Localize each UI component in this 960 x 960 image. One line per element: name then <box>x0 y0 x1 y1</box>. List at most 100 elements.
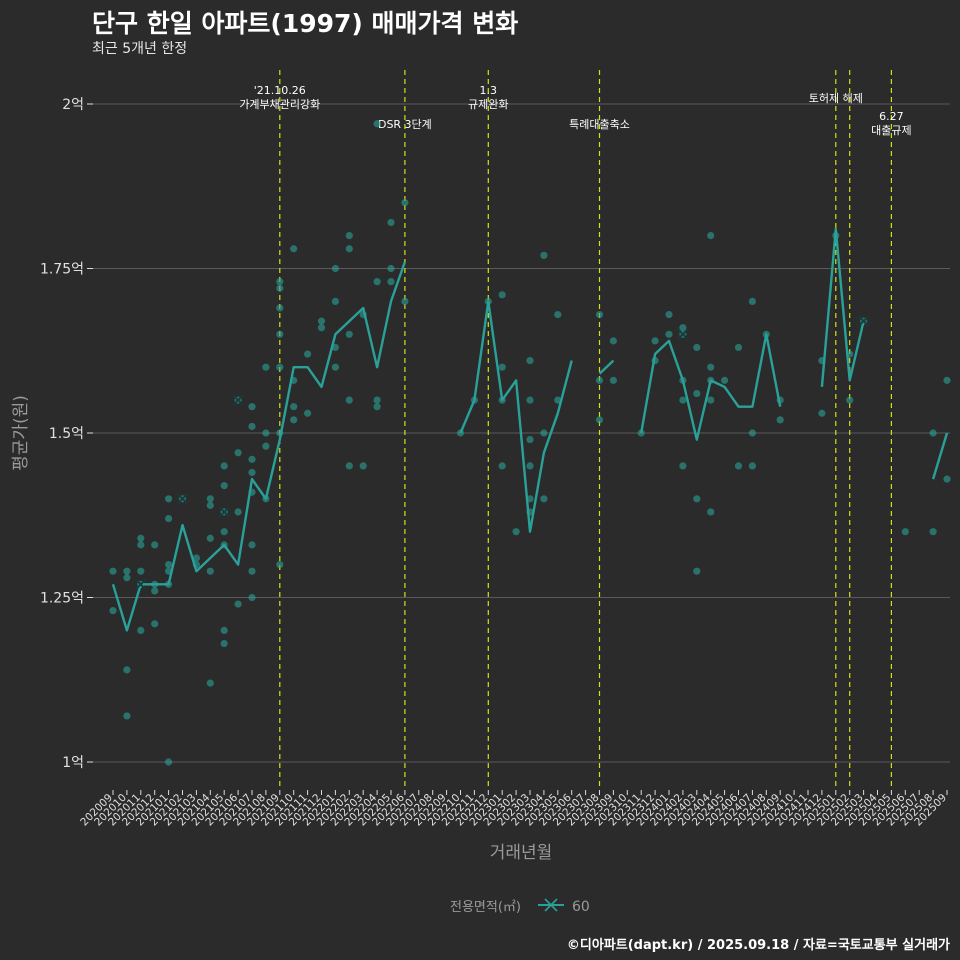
data-point <box>734 462 743 470</box>
data-point <box>679 324 687 332</box>
data-point <box>220 528 228 536</box>
data-point <box>165 758 173 766</box>
data-point <box>206 501 214 509</box>
event-label: '21.10.26 <box>254 84 306 97</box>
data-point <box>123 666 131 674</box>
data-point <box>693 389 701 398</box>
data-point <box>540 495 548 503</box>
data-point <box>929 429 937 437</box>
data-point <box>707 508 715 516</box>
data-point <box>234 508 242 516</box>
data-point <box>748 429 757 437</box>
data-point <box>248 455 256 463</box>
scatter-points <box>109 120 951 766</box>
data-point <box>220 639 228 648</box>
cross-marker <box>218 506 230 518</box>
data-point <box>345 245 353 253</box>
chart-subtitle: 최근 5개년 한정 <box>92 41 188 57</box>
data-point <box>262 429 270 437</box>
data-point <box>776 416 784 424</box>
data-point <box>498 291 506 299</box>
data-point <box>290 416 298 424</box>
data-point <box>554 310 562 319</box>
data-point <box>693 495 701 503</box>
series-line <box>931 432 949 480</box>
data-point <box>373 120 381 128</box>
data-point <box>262 363 270 371</box>
data-point <box>526 396 534 404</box>
data-point <box>748 297 757 305</box>
data-point <box>526 357 534 365</box>
x-axis-ticks: 2020092020102020112020122021012021022021… <box>78 790 949 828</box>
data-point <box>123 567 131 575</box>
data-point <box>387 264 395 273</box>
cross-stroke <box>677 328 689 340</box>
data-point <box>151 620 159 628</box>
event-label: 대출규제 <box>871 124 911 137</box>
data-point <box>137 626 145 635</box>
y-tick-label: 1.5억 <box>49 426 84 442</box>
data-point <box>290 245 298 253</box>
event-label: 1.3 <box>480 84 498 97</box>
data-point <box>373 403 381 411</box>
data-point <box>234 600 242 608</box>
cross-markers <box>135 315 870 590</box>
data-point <box>304 409 312 417</box>
data-point <box>929 528 937 536</box>
data-point <box>540 429 548 437</box>
data-point <box>401 297 409 305</box>
data-point <box>151 541 159 549</box>
data-point <box>276 363 284 371</box>
data-point <box>498 363 506 371</box>
data-point <box>262 442 270 450</box>
data-point <box>276 278 284 286</box>
data-point <box>943 475 951 483</box>
data-point <box>665 310 673 319</box>
data-point <box>317 317 326 325</box>
data-point <box>192 554 200 562</box>
data-point <box>345 232 353 240</box>
data-point <box>248 541 256 549</box>
event-label: 특례대출축소 <box>569 118 630 131</box>
data-point <box>220 482 228 490</box>
y-tick-label: 1.25억 <box>40 591 84 607</box>
event-label: 6.27 <box>879 110 904 123</box>
y-tick-label: 1.75억 <box>40 262 84 278</box>
data-point <box>165 514 173 523</box>
data-point <box>526 435 534 444</box>
data-point <box>387 278 395 286</box>
data-point <box>248 403 256 411</box>
cross-stroke <box>218 506 230 518</box>
data-point <box>276 561 284 569</box>
data-point <box>818 409 826 417</box>
data-point <box>345 396 353 404</box>
data-point <box>707 396 715 404</box>
data-point <box>734 343 743 352</box>
legend-entry-60: 60 <box>572 899 590 915</box>
data-point <box>345 462 353 470</box>
data-point <box>540 251 548 259</box>
data-point <box>165 561 173 569</box>
data-point <box>693 567 701 575</box>
series-line <box>598 359 615 375</box>
data-point <box>109 607 117 615</box>
data-point <box>276 304 284 312</box>
data-point <box>248 567 256 575</box>
data-point <box>595 416 604 424</box>
data-point <box>401 199 409 207</box>
cross-stroke <box>232 394 244 406</box>
data-point <box>595 376 604 384</box>
data-point <box>526 462 534 470</box>
data-point <box>373 278 381 286</box>
cross-stroke <box>857 315 870 327</box>
data-point <box>943 376 951 384</box>
data-point <box>151 587 159 595</box>
data-point <box>331 297 339 305</box>
data-point <box>331 363 339 371</box>
event-label: 규제완화 <box>468 98 508 111</box>
data-point <box>846 396 854 404</box>
data-point <box>123 574 131 582</box>
data-point <box>901 528 909 536</box>
